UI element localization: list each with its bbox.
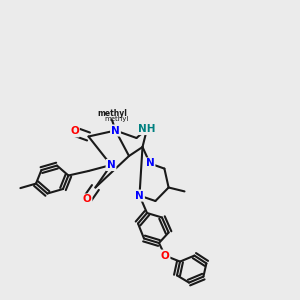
Text: N: N: [135, 190, 144, 201]
Text: N: N: [146, 158, 154, 169]
Text: methyl: methyl: [105, 116, 129, 122]
Text: O: O: [160, 250, 169, 261]
Text: N: N: [106, 160, 116, 170]
Text: methyl: methyl: [98, 110, 128, 118]
Text: NH: NH: [138, 124, 156, 134]
Text: O: O: [82, 194, 91, 205]
Text: N: N: [111, 125, 120, 136]
Text: O: O: [70, 126, 79, 136]
